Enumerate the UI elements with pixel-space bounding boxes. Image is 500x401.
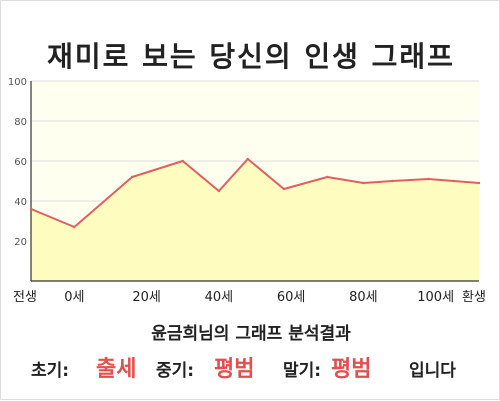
data-point	[181, 159, 184, 163]
middle-value: 평범	[214, 357, 255, 382]
data-point	[326, 175, 329, 179]
data-point	[29, 207, 33, 211]
data-point	[391, 179, 394, 183]
x-tick-label: 40세	[205, 290, 234, 305]
early-value: 출세	[96, 357, 137, 382]
data-point	[452, 179, 455, 183]
verdict-row: 초기: 출세 중기: 평범 말기: 평범 입니다	[1, 349, 500, 382]
data-point	[362, 181, 365, 185]
ending-text: 입니다	[409, 361, 456, 381]
point-layer	[29, 157, 481, 229]
data-point	[477, 181, 481, 185]
axis-layer	[30, 81, 479, 282]
y-tick-label: 80	[14, 117, 27, 128]
y-tick-label: 60	[14, 157, 27, 168]
late-value: 평범	[331, 357, 372, 382]
x-tick-label: 100세	[417, 290, 454, 305]
y-tick-label: 20	[14, 237, 27, 248]
x-tick-label: 0세	[64, 290, 84, 305]
x-tick-label: 환생	[462, 290, 486, 305]
middle-label: 중기:	[156, 361, 195, 381]
data-point	[427, 177, 430, 181]
data-point	[73, 225, 76, 229]
data-point	[246, 157, 249, 161]
y-tick-label: 40	[14, 197, 27, 208]
x-tick-label: 80세	[349, 290, 378, 305]
x-tick-label: 60세	[277, 290, 306, 305]
tick-label-layer: 20 40 60 80 100 전생 0세 20세 40세 60세 80세 100세 환생	[8, 77, 486, 305]
data-point	[282, 187, 286, 191]
x-tick-label: 전생	[13, 290, 37, 305]
y-tick-label: 100	[8, 77, 27, 88]
x-tick-label: 20세	[132, 290, 161, 305]
data-point	[217, 189, 221, 193]
late-label: 말기:	[283, 361, 322, 381]
chart-title: 재미로 보는 당신의 인생 그래프	[47, 40, 455, 73]
data-point	[130, 175, 134, 179]
early-label: 초기:	[31, 361, 70, 381]
life-area-fill	[31, 159, 479, 281]
analysis-title: 윤금희님의 그래프 분석결과	[151, 324, 351, 344]
